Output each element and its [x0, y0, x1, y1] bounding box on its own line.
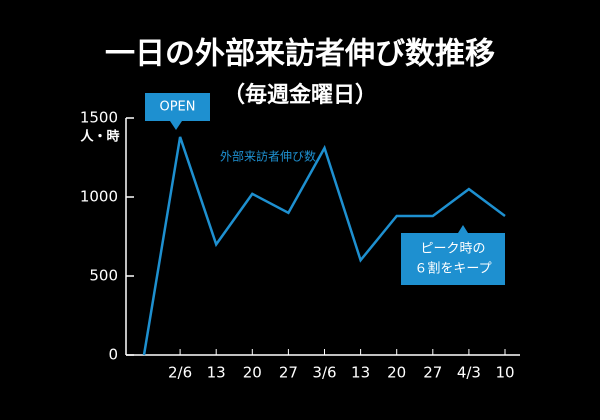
annotation-text: ピーク時の [420, 242, 485, 257]
x-tick-label: 13 [351, 364, 370, 382]
y-tick-label: 500 [89, 267, 118, 285]
y-tick-label: 0 [108, 346, 118, 364]
x-tick-label: 4/3 [457, 364, 481, 382]
y-tick-label: 1500 [80, 109, 118, 127]
y-unit: 人・時 [80, 129, 119, 145]
x-tick-label: 20 [387, 364, 406, 382]
chart-subtitle: （毎週金曜日） [223, 82, 377, 108]
annotation-text: ６割をキープ [414, 261, 491, 277]
x-tick-label: 27 [279, 364, 298, 382]
annotation-pointer [458, 225, 468, 233]
x-tick-label: 13 [207, 364, 226, 382]
series-label: 外部来訪者伸び数 [220, 149, 316, 164]
x-tick-label: 20 [243, 364, 262, 382]
x-tick-label: 2/6 [168, 364, 192, 382]
line-series [142, 136, 506, 356]
x-tick-label: 27 [423, 364, 442, 382]
annotation-pointer [170, 121, 182, 130]
annotation-box [145, 93, 210, 121]
x-tick-label: 10 [495, 364, 514, 382]
annotation-box [401, 233, 505, 285]
x-tick-label: 3/6 [312, 364, 336, 382]
annotation-text: OPEN [159, 100, 195, 115]
y-tick-label: 1000 [80, 188, 118, 206]
chart-title: 一日の外部来訪者伸び数推移 [105, 37, 495, 72]
